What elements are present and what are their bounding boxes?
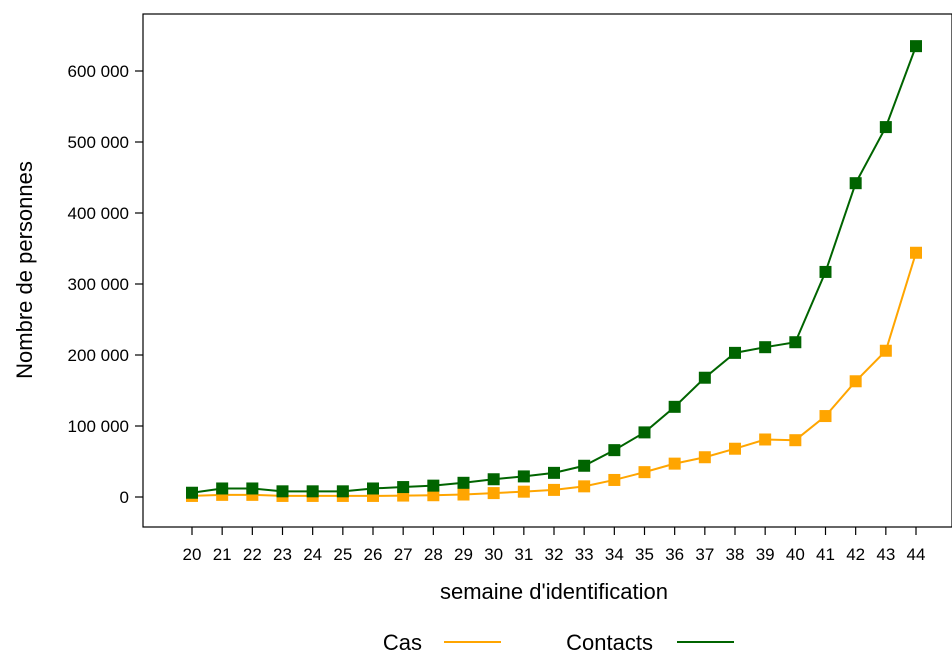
x-tick-label: 31 (514, 545, 533, 564)
x-tick-label: 21 (213, 545, 232, 564)
data-point (276, 485, 289, 498)
y-tick-label: 400 000 (68, 204, 129, 223)
x-tick-label: 32 (545, 545, 564, 564)
y-tick-label: 300 000 (68, 275, 129, 294)
data-point (789, 336, 802, 349)
legend-item: Cas (383, 630, 501, 653)
data-point (517, 485, 530, 498)
data-point (517, 470, 530, 483)
data-point (548, 483, 560, 496)
data-point (578, 480, 591, 493)
data-point (668, 457, 681, 470)
x-tick-label: 30 (484, 545, 503, 564)
x-tick-label: 38 (726, 545, 745, 564)
x-tick-label: 29 (454, 545, 473, 564)
x-tick-label: 20 (183, 545, 202, 564)
x-tick-label: 34 (605, 545, 624, 564)
y-axis-title: Nombre de personnes (12, 161, 37, 379)
data-point (457, 476, 470, 489)
data-point (759, 341, 772, 354)
data-point (246, 482, 259, 495)
data-point (608, 473, 621, 486)
series-cas (186, 246, 922, 502)
data-point (246, 488, 259, 501)
data-point (879, 121, 892, 134)
x-tick-label: 42 (846, 545, 865, 564)
x-tick-label: 39 (756, 545, 775, 564)
legend-label: Contacts (566, 630, 653, 653)
data-point (789, 434, 802, 447)
y-tick-label: 200 000 (68, 346, 129, 365)
series-line (191, 45, 917, 494)
series-layer (186, 40, 922, 502)
data-point (427, 489, 440, 502)
x-tick-label: 25 (333, 545, 352, 564)
y-tick-label: 500 000 (68, 133, 129, 152)
data-point (638, 466, 651, 479)
x-tick-label: 43 (876, 545, 895, 564)
x-tick-label: 36 (665, 545, 684, 564)
y-axis: 0 100 000 200 000 300 000 400 000 500 000 600 … (68, 62, 143, 507)
x-tick-label: 24 (303, 545, 322, 564)
x-tick-label: 28 (424, 545, 443, 564)
y-tick-label: 100 000 (68, 417, 129, 436)
data-point (759, 433, 772, 446)
data-point (306, 485, 319, 498)
x-tick-label: 44 (907, 545, 926, 564)
x-tick-label: 40 (786, 545, 805, 564)
legend: Cas Contacts (383, 630, 734, 653)
data-point (548, 466, 560, 479)
x-tick-label: 41 (816, 545, 835, 564)
data-point (819, 265, 832, 278)
data-point (397, 481, 410, 494)
data-point (487, 473, 500, 486)
data-point (457, 488, 470, 501)
data-point (729, 346, 741, 359)
y-tick-label: 600 000 (68, 62, 129, 81)
data-point (186, 486, 198, 499)
data-point (698, 371, 711, 384)
legend-item: Contacts (566, 630, 734, 653)
x-axis: 20 21 22 23 24 25 26 27 28 29 30 31 32 33 34 35 36 37 38 39… (183, 527, 926, 564)
x-axis-title: semaine d'identification (440, 579, 668, 604)
data-point (638, 426, 651, 439)
data-point (910, 246, 922, 259)
x-tick-label: 26 (364, 545, 383, 564)
x-tick-label: 37 (695, 545, 714, 564)
data-point (698, 451, 711, 464)
data-point (336, 485, 349, 498)
x-tick-label: 22 (243, 545, 262, 564)
x-tick-label: 33 (575, 545, 594, 564)
data-point (819, 410, 832, 423)
data-point (668, 400, 681, 413)
series-contacts (186, 40, 922, 499)
x-tick-label: 23 (273, 545, 292, 564)
data-point (487, 487, 500, 500)
data-point (216, 482, 229, 495)
series-line (191, 252, 917, 497)
data-point (367, 482, 379, 495)
x-tick-label: 35 (635, 545, 654, 564)
data-point (427, 479, 440, 492)
data-point (578, 459, 591, 472)
data-point (729, 442, 741, 455)
plot-frame (142, 13, 952, 528)
data-point (608, 444, 621, 457)
x-tick-label: 27 (394, 545, 413, 564)
data-point (910, 40, 922, 53)
data-point (849, 177, 862, 190)
data-point (879, 344, 892, 357)
legend-label: Cas (383, 630, 422, 653)
data-point (849, 375, 862, 388)
y-tick-label: 0 (120, 488, 129, 507)
